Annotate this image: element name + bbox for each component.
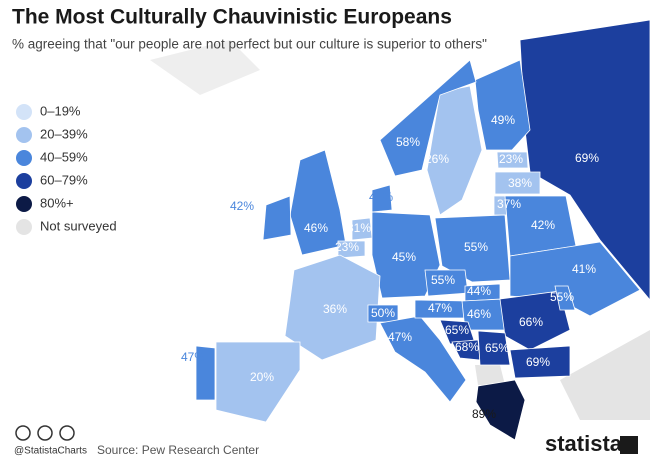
country	[499, 290, 571, 351]
country	[379, 59, 477, 177]
country	[434, 214, 511, 283]
land-not-surveyed	[475, 365, 505, 385]
country-label: 47%	[388, 330, 412, 344]
legend-swatch	[16, 150, 32, 166]
land-not-surveyed	[560, 330, 650, 420]
country-label: 65%	[485, 341, 509, 355]
source: Source: Pew Research Center	[97, 443, 259, 457]
country-label: 31%	[347, 221, 371, 235]
country-label: 20%	[250, 370, 274, 384]
country-label: 55%	[550, 290, 574, 304]
country-label: 55%	[431, 273, 455, 287]
country	[215, 341, 301, 423]
country-label: 55%	[464, 240, 488, 254]
country-label: 23%	[499, 152, 523, 166]
legend-label: 60–79%	[40, 172, 88, 187]
country-label: 69%	[526, 355, 550, 369]
country	[474, 59, 531, 151]
country-label: 42%	[531, 218, 555, 232]
land-not-surveyed	[150, 40, 260, 95]
country-label: 89%	[472, 407, 496, 421]
country	[519, 19, 650, 301]
country-label: 44%	[467, 284, 491, 298]
legend-label: 20–39%	[40, 126, 88, 141]
legend-swatch	[16, 173, 32, 189]
country-label: 66%	[519, 315, 543, 329]
country	[426, 85, 483, 216]
country	[379, 315, 467, 403]
country	[475, 379, 526, 441]
brand: statista	[545, 431, 623, 456]
country	[509, 345, 571, 379]
legend-label: Not surveyed	[40, 218, 117, 233]
country-label: 68%	[455, 340, 479, 354]
country-label: 36%	[323, 302, 347, 316]
country-label: 37%	[497, 197, 521, 211]
legend-label: 80%+	[40, 195, 74, 210]
country-label: 49%	[491, 113, 515, 127]
country-label: 50%	[371, 306, 395, 320]
country-label: 38%	[508, 176, 532, 190]
country-label: 45%	[392, 250, 416, 264]
country	[337, 240, 366, 259]
country	[494, 171, 541, 195]
country-label: 69%	[575, 151, 599, 165]
subtitle: % agreeing that "our people are not perf…	[12, 37, 487, 52]
country-label: 46%	[467, 307, 491, 321]
legend-label: 40–59%	[40, 149, 88, 164]
country	[284, 254, 381, 361]
country-label: 26%	[425, 152, 449, 166]
legend-label: 0–19%	[40, 103, 81, 118]
legend-swatch	[16, 127, 32, 143]
country-label: 44%	[369, 190, 393, 204]
country	[496, 151, 529, 169]
country	[371, 211, 441, 299]
country-label: 23%	[335, 240, 359, 254]
brand-icon	[620, 436, 638, 454]
country	[262, 195, 292, 241]
license-icons	[15, 425, 75, 441]
country-label: 47%	[181, 350, 205, 364]
legend-swatch	[16, 219, 32, 235]
legend-swatch	[16, 104, 32, 120]
handle: @StatistaCharts	[14, 446, 87, 457]
country-label: 46%	[304, 221, 328, 235]
country-label: 65%	[445, 323, 469, 337]
country	[195, 345, 216, 401]
legend-swatch	[16, 196, 32, 212]
country-label: 41%	[572, 262, 596, 276]
country-label: 47%	[428, 301, 452, 315]
country-label: 58%	[396, 135, 420, 149]
country	[477, 330, 511, 366]
country-label: 42%	[230, 199, 254, 213]
title: The Most Culturally Chauvinistic Europea…	[12, 6, 452, 29]
country	[371, 184, 393, 213]
country	[554, 285, 576, 311]
